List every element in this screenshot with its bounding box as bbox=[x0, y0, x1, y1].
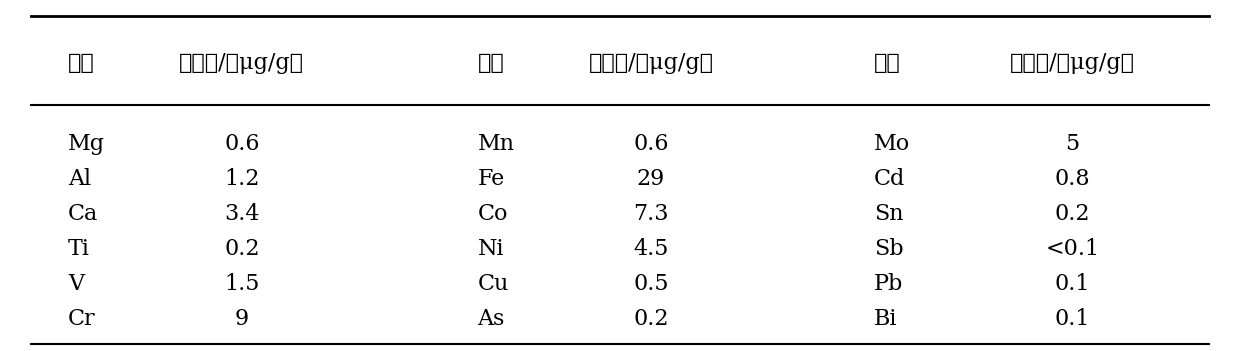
Text: As: As bbox=[477, 309, 505, 330]
Text: Pb: Pb bbox=[874, 273, 904, 295]
Text: 测定值/（μg/g）: 测定值/（μg/g） bbox=[1011, 52, 1135, 74]
Text: 3.4: 3.4 bbox=[224, 203, 259, 225]
Text: 元素: 元素 bbox=[68, 52, 95, 74]
Text: 0.2: 0.2 bbox=[224, 238, 259, 260]
Text: Cu: Cu bbox=[477, 273, 508, 295]
Text: 测定值/（μg/g）: 测定值/（μg/g） bbox=[589, 52, 713, 74]
Text: 0.1: 0.1 bbox=[1055, 309, 1090, 330]
Text: 0.1: 0.1 bbox=[1055, 273, 1090, 295]
Text: Sn: Sn bbox=[874, 203, 904, 225]
Text: 测定值/（μg/g）: 测定值/（μg/g） bbox=[180, 52, 304, 74]
Text: Mn: Mn bbox=[477, 133, 515, 155]
Text: 元素: 元素 bbox=[477, 52, 505, 74]
Text: 元素: 元素 bbox=[874, 52, 901, 74]
Text: Mo: Mo bbox=[874, 133, 910, 155]
Text: Cd: Cd bbox=[874, 168, 905, 190]
Text: 0.2: 0.2 bbox=[1055, 203, 1090, 225]
Text: 0.6: 0.6 bbox=[224, 133, 259, 155]
Text: 4.5: 4.5 bbox=[634, 238, 668, 260]
Text: Bi: Bi bbox=[874, 309, 898, 330]
Text: 29: 29 bbox=[637, 168, 665, 190]
Text: 1.5: 1.5 bbox=[224, 273, 259, 295]
Text: 7.3: 7.3 bbox=[634, 203, 668, 225]
Text: 1.2: 1.2 bbox=[224, 168, 259, 190]
Text: Cr: Cr bbox=[68, 309, 95, 330]
Text: <0.1: <0.1 bbox=[1045, 238, 1100, 260]
Text: 0.5: 0.5 bbox=[634, 273, 668, 295]
Text: Ni: Ni bbox=[477, 238, 503, 260]
Text: Co: Co bbox=[477, 203, 508, 225]
Text: Fe: Fe bbox=[477, 168, 505, 190]
Text: Ti: Ti bbox=[68, 238, 91, 260]
Text: Ca: Ca bbox=[68, 203, 98, 225]
Text: V: V bbox=[68, 273, 84, 295]
Text: Sb: Sb bbox=[874, 238, 904, 260]
Text: 0.2: 0.2 bbox=[634, 309, 668, 330]
Text: Mg: Mg bbox=[68, 133, 105, 155]
Text: 9: 9 bbox=[234, 309, 249, 330]
Text: 0.8: 0.8 bbox=[1055, 168, 1090, 190]
Text: Al: Al bbox=[68, 168, 92, 190]
Text: 0.6: 0.6 bbox=[634, 133, 668, 155]
Text: 5: 5 bbox=[1065, 133, 1080, 155]
